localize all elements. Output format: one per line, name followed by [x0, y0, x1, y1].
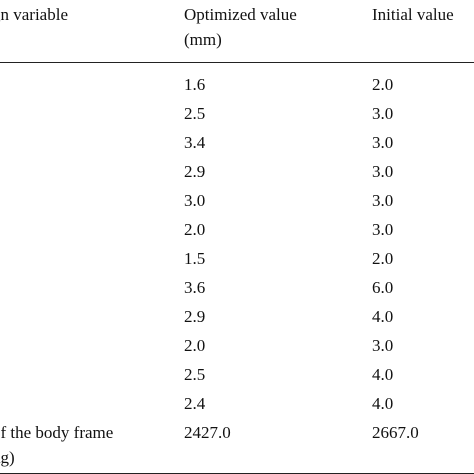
table-cell: 4.0: [372, 307, 394, 326]
table-cell: 2.4: [184, 394, 206, 413]
header-rule: [0, 62, 474, 63]
header-cell: (mm): [184, 30, 222, 49]
table-cell: 2.9: [184, 307, 206, 326]
table-cell: 3.4: [184, 133, 206, 152]
table-cell: 2.0: [184, 336, 206, 355]
table-cell: 2667.0: [372, 423, 419, 442]
table-cell: 3.0: [372, 191, 394, 210]
table-cell: 2.5: [184, 104, 206, 123]
header-cell: Initial value: [372, 5, 454, 24]
table-cell: 2.0: [184, 220, 206, 239]
table-cell: 3.6: [184, 278, 206, 297]
table-cell: 3.0: [372, 104, 394, 123]
table-cell: 3.0: [372, 162, 394, 181]
table-cell: kg): [0, 448, 15, 467]
table-cell: 3.0: [372, 133, 394, 152]
table-cell: 1.6: [184, 75, 206, 94]
table-cell: 2.0: [372, 75, 394, 94]
table-cell: 3.0: [184, 191, 206, 210]
table-cell: 6.0: [372, 278, 394, 297]
table-cell: 2.5: [184, 365, 206, 384]
table-cell: 4.0: [372, 394, 394, 413]
table-cell: 4.0: [372, 365, 394, 384]
table-cell: 2427.0: [184, 423, 231, 442]
table-cell: 2.9: [184, 162, 206, 181]
table-cell: of the body frame: [0, 423, 114, 442]
header-cell: gn variable: [0, 5, 68, 24]
table-cell: 3.0: [372, 220, 394, 239]
table-cell: 1.5: [184, 249, 206, 268]
table-cell: 3.0: [372, 336, 394, 355]
table-cell: 2.0: [372, 249, 394, 268]
header-cell: Optimized value: [184, 5, 297, 24]
